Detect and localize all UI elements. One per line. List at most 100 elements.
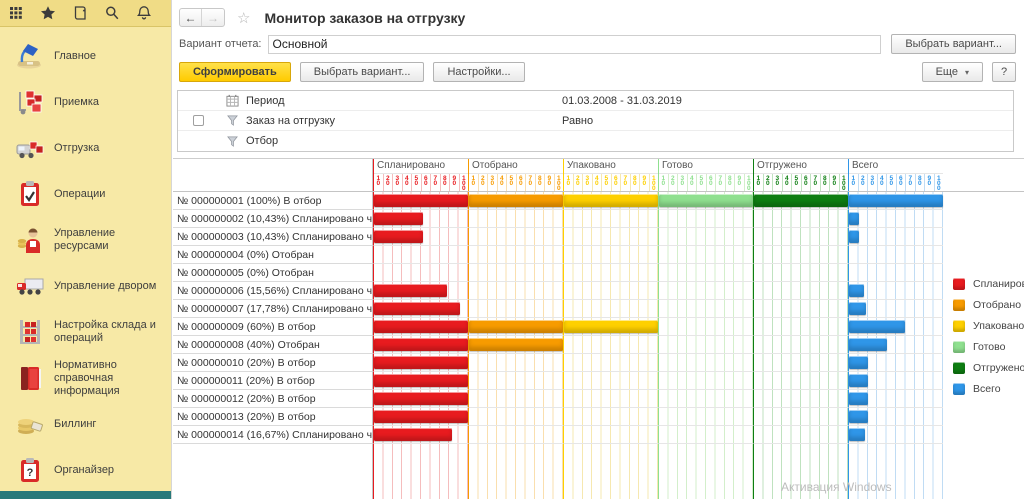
filter-row-order[interactable]: Заказ на отгрузку Равно <box>178 111 1013 131</box>
chevron-down-icon: ▾ <box>964 67 969 77</box>
legend-item: Готово <box>953 341 1024 353</box>
favorite-star-icon[interactable]: ☆ <box>237 9 251 27</box>
filter-row-selection[interactable]: Отбор <box>178 131 1013 151</box>
progress-bar <box>374 194 468 207</box>
progress-bar <box>849 338 887 351</box>
order-row[interactable]: № 000000010 (20%) В отбор <box>173 354 1024 372</box>
choose-variant-button[interactable]: Выбрать вариант... <box>299 62 425 82</box>
order-filter-checkbox[interactable] <box>192 115 204 126</box>
sidebar-item-operations[interactable]: Операции <box>0 174 171 214</box>
yard-icon <box>12 271 48 301</box>
forward-button[interactable]: → <box>207 10 219 25</box>
sidebar-item-resources[interactable]: Управление ресурсами <box>0 220 171 260</box>
generate-button[interactable]: Сформировать <box>179 62 291 82</box>
legend-item: Спланировано <box>953 278 1024 290</box>
history-icon[interactable] <box>72 5 88 21</box>
apps-menu-icon[interactable] <box>8 5 24 21</box>
legend-swatch <box>953 320 965 332</box>
sidebar-menu: Главное Приемка Отгрузка Операции Управление… <box>0 27 171 499</box>
sidebar-item-billing[interactable]: Биллинг <box>0 404 171 444</box>
notifications-icon[interactable] <box>136 5 152 21</box>
sidebar-item-main[interactable]: Главное <box>0 36 171 76</box>
sidebar-item-yard[interactable]: Управление двором <box>0 266 171 306</box>
order-row[interactable]: № 000000012 (20%) В отбор <box>173 390 1024 408</box>
reference-info-icon <box>12 363 48 393</box>
sidebar-item-reference-info[interactable]: Нормативно справочная информация <box>0 358 171 398</box>
sidebar-item-warehouse-setup[interactable]: Настройка склада и операций <box>0 312 171 352</box>
choose-variant-top-button[interactable]: Выбрать вариант... <box>891 34 1016 54</box>
shipping-icon <box>12 133 48 163</box>
legend-swatch <box>953 383 965 395</box>
column-Отгружено: Отгружено 1 0 2 0 3 0 4 0 5 0 6 0 7 0 8 0 9 0 1 0 0 <box>753 159 848 191</box>
calendar-icon <box>218 94 246 107</box>
windows-activation-watermark: Активация Windows <box>781 480 892 494</box>
page-title: Монитор заказов на отгрузку <box>264 9 466 26</box>
sidebar-item-receiving[interactable]: Приемка <box>0 82 171 122</box>
sidebar-item-shipping[interactable]: Отгрузка <box>0 128 171 168</box>
sidebar-item-organizer[interactable]: ? Органайзер <box>0 450 171 490</box>
order-filter-condition[interactable]: Равно <box>562 114 594 127</box>
order-row[interactable]: № 000000011 (20%) В отбор <box>173 372 1024 390</box>
progress-bar <box>564 320 658 333</box>
receiving-icon <box>12 87 48 117</box>
search-icon[interactable] <box>104 5 120 21</box>
progress-bar <box>849 320 906 333</box>
back-button[interactable]: ← <box>180 9 202 26</box>
sidebar: Главное Приемка Отгрузка Операции Управление… <box>0 0 172 499</box>
legend-swatch <box>953 362 965 374</box>
progress-bar <box>374 356 468 369</box>
order-row[interactable]: № 000000006 (15,56%) Спланировано частич… <box>173 282 1024 300</box>
variant-input[interactable] <box>267 34 882 54</box>
period-value[interactable]: 01.03.2008 - 31.03.2019 <box>562 94 682 107</box>
column-Всего: Всего 1 0 2 0 3 0 4 0 5 0 6 0 7 0 8 0 9 0 1 0 0 <box>848 159 943 191</box>
order-row[interactable]: № 000000007 (17,78%) Спланировано частич… <box>173 300 1024 318</box>
filter-row-period[interactable]: Период 01.03.2008 - 31.03.2019 <box>178 91 1013 111</box>
order-row[interactable]: № 000000003 (10,43%) Спланировано частич… <box>173 228 1024 246</box>
progress-bar <box>849 356 868 369</box>
order-row[interactable]: № 000000014 (16,67%) Спланировано частич… <box>173 426 1024 444</box>
order-row[interactable]: № 000000008 (40%) Отобран <box>173 336 1024 354</box>
svg-text:?: ? <box>27 467 34 479</box>
favorites-star-icon[interactable] <box>40 5 56 21</box>
order-row[interactable]: № 000000002 (10,43%) Спланировано частич… <box>173 210 1024 228</box>
order-row[interactable]: № 000000005 (0%) Отобран <box>173 264 1024 282</box>
order-row[interactable]: № 000000013 (20%) В отбор <box>173 408 1024 426</box>
settings-button[interactable]: Настройки... <box>433 62 525 82</box>
legend-item: Отгружено <box>953 362 1024 374</box>
order-row[interactable]: № 000000009 (60%) В отбор <box>173 318 1024 336</box>
progress-bar <box>374 428 453 441</box>
help-button[interactable]: ? <box>992 62 1016 82</box>
app-topbar <box>0 0 171 27</box>
progress-bar <box>849 194 943 207</box>
order-row[interactable]: № 000000004 (0%) Отобран <box>173 246 1024 264</box>
order-row[interactable]: № 000000001 (100%) В отбор <box>173 192 1024 210</box>
legend-item: Упаковано <box>953 320 1024 332</box>
more-button[interactable]: Еще ▾ <box>921 62 983 82</box>
